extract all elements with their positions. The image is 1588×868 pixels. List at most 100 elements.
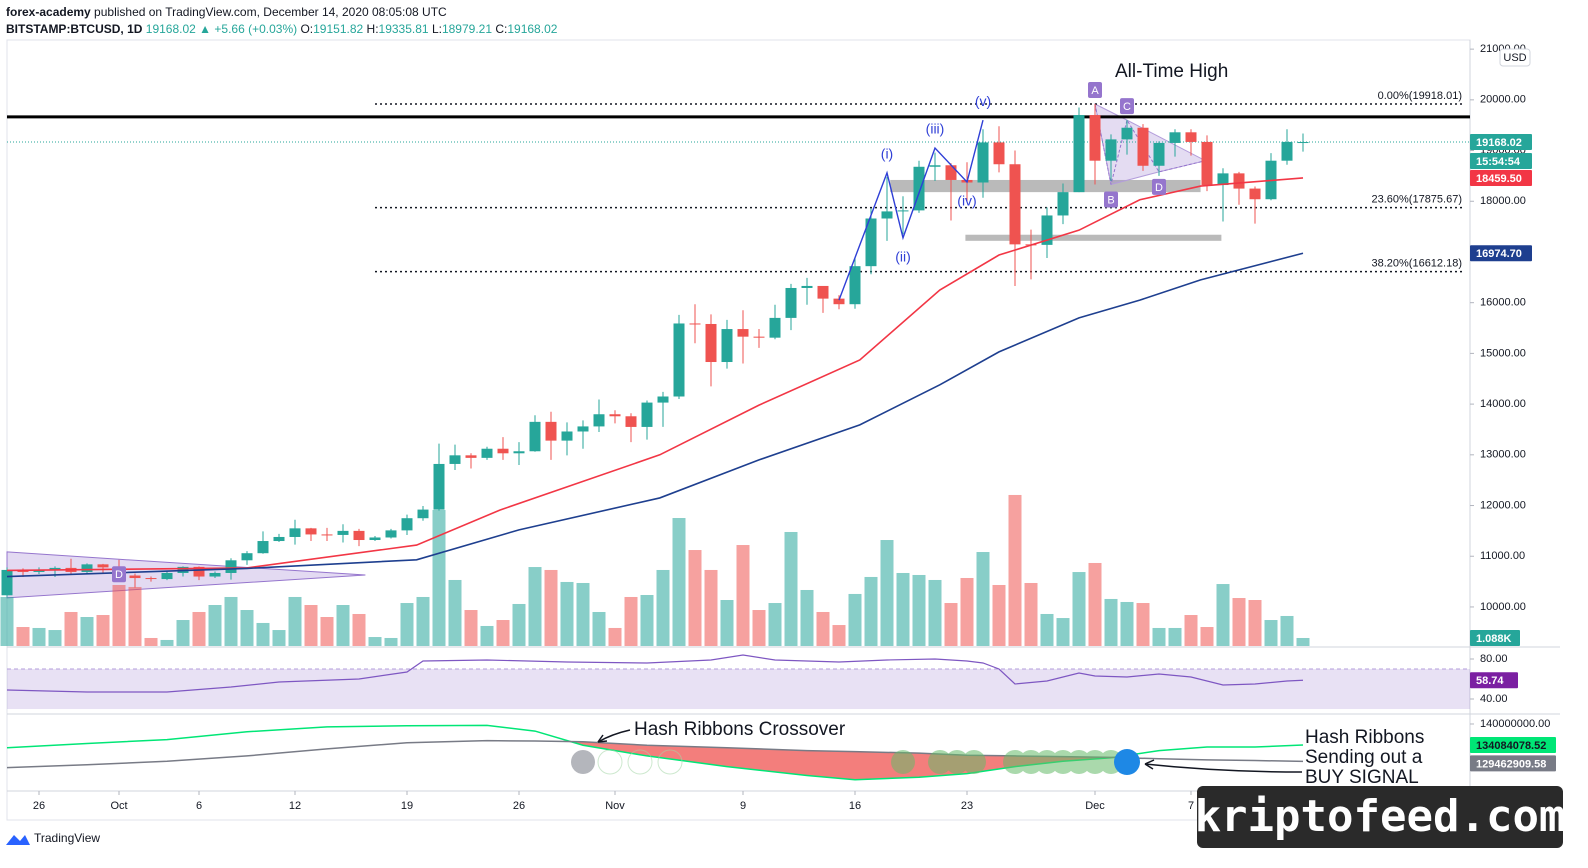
candle-body (785, 287, 797, 318)
candle-body (33, 569, 45, 572)
candle-body (449, 455, 461, 464)
volume-bar (688, 550, 702, 646)
candle-body (993, 142, 1005, 165)
annotation: Hash Ribbons (1305, 727, 1424, 748)
y-tick-label: 12000.00 (1480, 499, 1526, 511)
volume-bar (80, 617, 94, 646)
volume-bar (592, 611, 606, 646)
volume-bar (304, 605, 318, 646)
pattern-label-box (1152, 178, 1166, 195)
signal-circle (928, 750, 952, 774)
volume-bar (144, 637, 158, 646)
brand: TradingView (34, 831, 100, 845)
volume-bar (352, 613, 366, 646)
candle-body (1009, 164, 1021, 245)
candle-body (1057, 192, 1069, 216)
candle-body (817, 285, 829, 299)
candle-body (337, 530, 349, 535)
volume-bar (256, 622, 270, 646)
candle-body (1089, 115, 1101, 161)
candle-body (881, 211, 893, 219)
volume-bar (736, 545, 750, 646)
price-badge-label: 16974.70 (1476, 248, 1522, 260)
candle-body (593, 414, 605, 427)
y-tick-label: 80.00 (1480, 653, 1508, 665)
signal-circle (627, 749, 653, 775)
candle-body (1201, 141, 1213, 186)
y-tick-label: 13000.00 (1480, 449, 1526, 461)
candle-body (1153, 142, 1165, 166)
wave-label: (v) (975, 93, 991, 109)
x-tick-label: Nov (605, 800, 625, 812)
candle-body (1137, 127, 1149, 166)
candle-body (609, 414, 621, 417)
volume-bar (944, 603, 958, 646)
volume-bar (704, 569, 718, 646)
volume-bar (816, 611, 830, 646)
price-badge-label: 15:54:54 (1476, 156, 1521, 168)
x-tick-label: 12 (289, 800, 301, 812)
currency: USD (1503, 52, 1526, 64)
volume-bar (1120, 601, 1134, 646)
volume-bar (336, 605, 350, 646)
candle-body (225, 560, 237, 573)
x-tick-label: 6 (196, 800, 202, 812)
volume-bar (1152, 627, 1166, 646)
candle-body (737, 329, 749, 337)
price-badge-label: 19168.02 (1476, 137, 1522, 149)
price-badge-label: 129462909.58 (1476, 758, 1546, 770)
volume-bar (608, 627, 622, 646)
price-badge (1470, 169, 1532, 186)
ema-line (6, 252, 1304, 578)
header: forex-academy published on TradingView.c… (6, 4, 557, 38)
volume-bar (128, 586, 142, 646)
candle-body (1297, 142, 1309, 144)
volume-bar (1296, 637, 1310, 646)
volume-bar (416, 596, 430, 646)
volume-bar (1104, 598, 1118, 646)
annotation: Hash Ribbons Crossover (634, 719, 846, 740)
y-tick-label: 16000.00 (1480, 297, 1526, 309)
candle-body (945, 165, 957, 180)
y-tick-label: 11000.00 (1480, 550, 1525, 562)
annotation: BUY SIGNAL (1305, 767, 1419, 788)
candle-body (705, 323, 717, 363)
candle-body (385, 530, 397, 538)
candle-body (1, 569, 13, 596)
wave-label: (i) (881, 146, 893, 162)
volume-bar (656, 569, 670, 646)
volume-bar (400, 603, 414, 646)
volume-bar (240, 610, 254, 646)
published: published on TradingView.com, December 1… (90, 5, 447, 19)
candle-body (897, 210, 909, 212)
price-badge (1470, 755, 1556, 772)
ohlc-value: 19168.02 (507, 22, 558, 36)
fib-label: 23.60%(17875.67) (1371, 193, 1462, 205)
candle-body (49, 567, 61, 570)
pattern-label-box (1088, 81, 1102, 98)
x-tick-label: Dec (1085, 800, 1105, 812)
price-badge (1470, 736, 1556, 753)
annotation: All-Time High (1115, 61, 1228, 82)
volume-bar (1216, 584, 1230, 646)
volume-bar (96, 615, 110, 646)
annotation-arrow (597, 734, 608, 743)
ema-line (6, 177, 1304, 572)
volume-bar (1200, 627, 1214, 646)
x-tick-label: 23 (961, 800, 973, 812)
signal-circle (962, 750, 986, 774)
signal-circle (945, 750, 969, 774)
fib-label: 38.20%(16612.18) (1371, 258, 1462, 270)
price-badge (1470, 134, 1532, 151)
change: ▲ +5.66 (+0.03%) (195, 22, 301, 36)
pattern-label: D (1155, 182, 1163, 194)
volume-bar (64, 611, 78, 646)
watermark-box (1197, 786, 1563, 848)
wave-label: (iv) (957, 193, 976, 209)
candle-body (369, 537, 381, 541)
volume-bar (1264, 620, 1278, 646)
volume-bar (624, 596, 638, 646)
candle-body (193, 566, 205, 577)
